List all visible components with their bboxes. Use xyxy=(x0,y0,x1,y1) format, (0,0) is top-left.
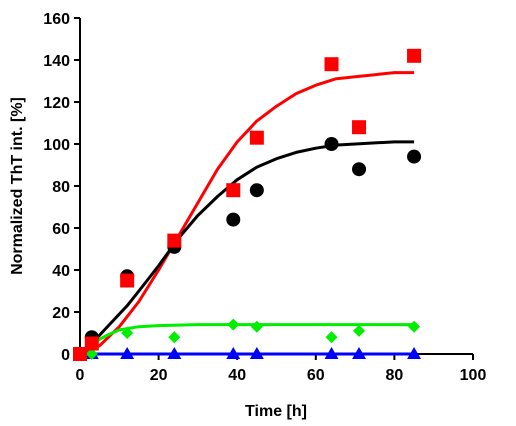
data-point xyxy=(249,347,264,359)
data-point xyxy=(84,336,99,351)
ticks: 0 20 40 60 80 100 0 20 40 60 80 100 120 140 160 xyxy=(43,11,486,384)
y-tick-label: 80 xyxy=(52,179,70,196)
markers xyxy=(73,48,422,361)
y-tick-label: 60 xyxy=(52,221,70,238)
data-point xyxy=(85,348,98,360)
data-point xyxy=(168,331,181,344)
data-point xyxy=(120,347,135,359)
fit-line xyxy=(79,140,415,356)
data-point xyxy=(250,320,263,333)
data-point xyxy=(227,318,240,331)
fit-line xyxy=(79,323,415,356)
x-tick-label: 100 xyxy=(460,367,487,384)
y-tick-label: 160 xyxy=(43,11,70,28)
data-point xyxy=(324,347,339,359)
data-point xyxy=(167,233,182,248)
x-tick-label: 0 xyxy=(76,367,85,384)
data-point xyxy=(408,320,421,333)
y-tick-label: 40 xyxy=(52,263,70,280)
data-point xyxy=(407,149,422,164)
data-point xyxy=(226,347,241,359)
data-point xyxy=(226,183,241,198)
data-point xyxy=(226,212,241,227)
data-point xyxy=(324,137,339,151)
y-tick-label: 100 xyxy=(43,137,70,154)
y-tick-label: 0 xyxy=(61,347,70,364)
data-point xyxy=(167,347,182,359)
data-point xyxy=(121,327,134,339)
data-point xyxy=(352,120,367,135)
data-point xyxy=(120,273,135,288)
data-point xyxy=(352,347,367,359)
y-tick-label: 120 xyxy=(43,95,70,112)
data-point xyxy=(324,57,339,72)
data-point xyxy=(325,331,338,344)
data-point xyxy=(249,183,264,198)
data-point xyxy=(249,130,264,145)
y-tick-label: 20 xyxy=(52,305,70,322)
data-point xyxy=(407,347,422,359)
x-tick-label: 80 xyxy=(386,367,404,384)
y-tick-label: 140 xyxy=(43,53,70,70)
data-point xyxy=(352,162,367,177)
y-axis-title: Normalized ThT int. [%] xyxy=(9,97,26,275)
x-tick-label: 40 xyxy=(228,367,246,384)
data-point xyxy=(353,324,366,337)
x-axis-title: Time [h] xyxy=(245,403,307,420)
fit-line xyxy=(79,71,415,356)
x-tick-label: 20 xyxy=(150,367,168,384)
data-point xyxy=(73,347,87,361)
fit-lines xyxy=(79,71,415,356)
data-point xyxy=(407,48,422,63)
x-tick-label: 60 xyxy=(307,367,325,384)
